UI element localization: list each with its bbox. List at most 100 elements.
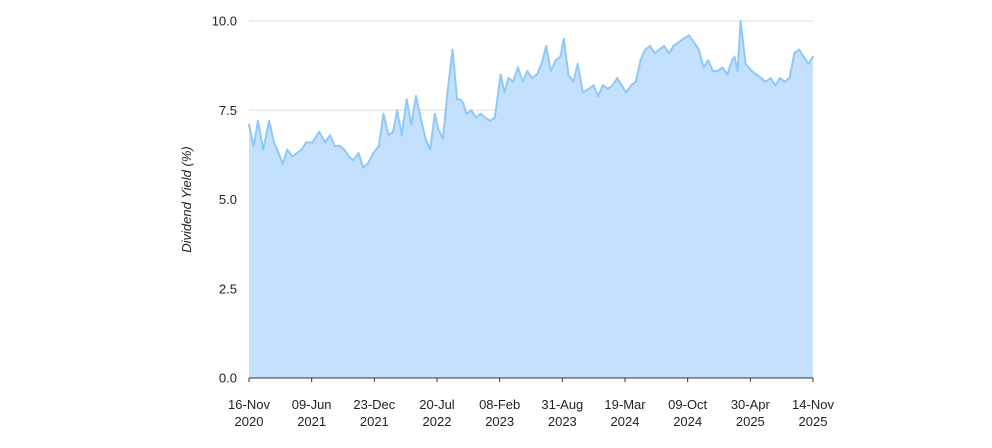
data-point [268, 120, 271, 122]
data-point [377, 144, 380, 147]
data-point [530, 77, 533, 80]
data-point [441, 137, 444, 140]
data-point [733, 55, 736, 58]
data-point [667, 52, 670, 55]
data-point [300, 148, 303, 151]
x-tick-label-date: 09-Jun [292, 397, 332, 412]
data-point [672, 45, 675, 47]
data-point [357, 152, 360, 155]
data-point [778, 77, 781, 80]
x-tick-label-year: 2023 [485, 414, 514, 429]
data-point [769, 77, 772, 80]
data-point [484, 116, 487, 119]
x-tick-label-date: 16-Nov [228, 397, 270, 412]
data-point [451, 48, 454, 51]
data-point [634, 80, 637, 83]
data-point [252, 144, 255, 147]
data-point [257, 120, 259, 122]
x-tick-label-date: 19-Mar [604, 397, 646, 412]
data-point [521, 80, 524, 83]
data-point [446, 91, 449, 94]
x-tick-label-year: 2020 [235, 414, 264, 429]
data-point [707, 59, 710, 62]
data-point [716, 70, 719, 72]
data-point [688, 34, 690, 37]
data-point [248, 123, 250, 126]
data-point [507, 77, 510, 80]
data-point [286, 148, 289, 151]
x-tick-label-date: 30-Apr [731, 397, 771, 412]
y-tick-label: 7.5 [219, 103, 237, 118]
x-tick-label-year: 2024 [673, 414, 702, 429]
data-point [281, 162, 284, 165]
data-point [554, 59, 557, 62]
x-tick-label-year: 2021 [360, 414, 389, 429]
data-point [475, 116, 477, 119]
x-tick-label-year: 2025 [736, 414, 765, 429]
x-tick-label-year: 2025 [799, 414, 828, 429]
data-point [433, 112, 436, 115]
data-point [465, 112, 468, 115]
x-tick-label-year: 2023 [548, 414, 577, 429]
x-tick-label-date: 31-Aug [541, 397, 583, 412]
data-point [726, 73, 729, 76]
data-point [362, 166, 365, 169]
data-point [396, 109, 399, 112]
data-point [329, 134, 331, 137]
data-point [731, 59, 733, 62]
data-point [459, 98, 462, 101]
data-point [540, 62, 543, 65]
data-point [535, 73, 538, 76]
data-point [419, 116, 422, 119]
y-tick-label: 2.5 [219, 281, 237, 296]
data-point [366, 162, 369, 165]
data-point [616, 77, 619, 80]
data-point [711, 70, 714, 72]
data-point [262, 148, 265, 151]
data-point [755, 73, 758, 76]
data-point [291, 155, 294, 158]
data-point [744, 62, 747, 65]
series-layer [248, 20, 814, 378]
data-point [499, 73, 502, 76]
data-point [347, 155, 350, 158]
x-tick-label-date: 08-Feb [479, 397, 520, 412]
y-tick-label: 10.0 [212, 14, 237, 29]
data-point [305, 141, 308, 144]
data-point [602, 84, 604, 87]
x-tick-label-year: 2022 [423, 414, 452, 429]
data-point [702, 66, 705, 69]
data-point [318, 130, 321, 133]
data-point [415, 95, 417, 97]
data-point [493, 116, 496, 119]
data-point [793, 52, 796, 55]
data-point [774, 84, 777, 87]
data-point [798, 48, 801, 51]
data-point [807, 62, 810, 65]
data-point [333, 144, 336, 147]
data-point [410, 123, 413, 126]
data-point [559, 55, 562, 58]
data-point [597, 95, 600, 97]
data-point [802, 55, 805, 58]
data-point [400, 134, 403, 137]
x-tick-label-date: 23-Dec [353, 397, 395, 412]
data-point [581, 91, 584, 94]
data-point [765, 80, 767, 83]
data-point [324, 141, 327, 144]
data-point [311, 141, 314, 144]
data-point [338, 144, 341, 147]
data-point [503, 91, 506, 94]
data-point [639, 59, 642, 62]
data-point [572, 80, 575, 83]
data-point [387, 134, 390, 137]
data-point [750, 70, 753, 72]
x-tick-label-date: 09-Oct [668, 397, 707, 412]
data-point [277, 152, 280, 155]
data-point [382, 112, 385, 115]
x-tick-label-date: 14-Nov [792, 397, 834, 412]
y-axis-label: Dividend Yield (%) [179, 146, 194, 252]
data-point [424, 137, 427, 140]
data-point [562, 37, 565, 40]
